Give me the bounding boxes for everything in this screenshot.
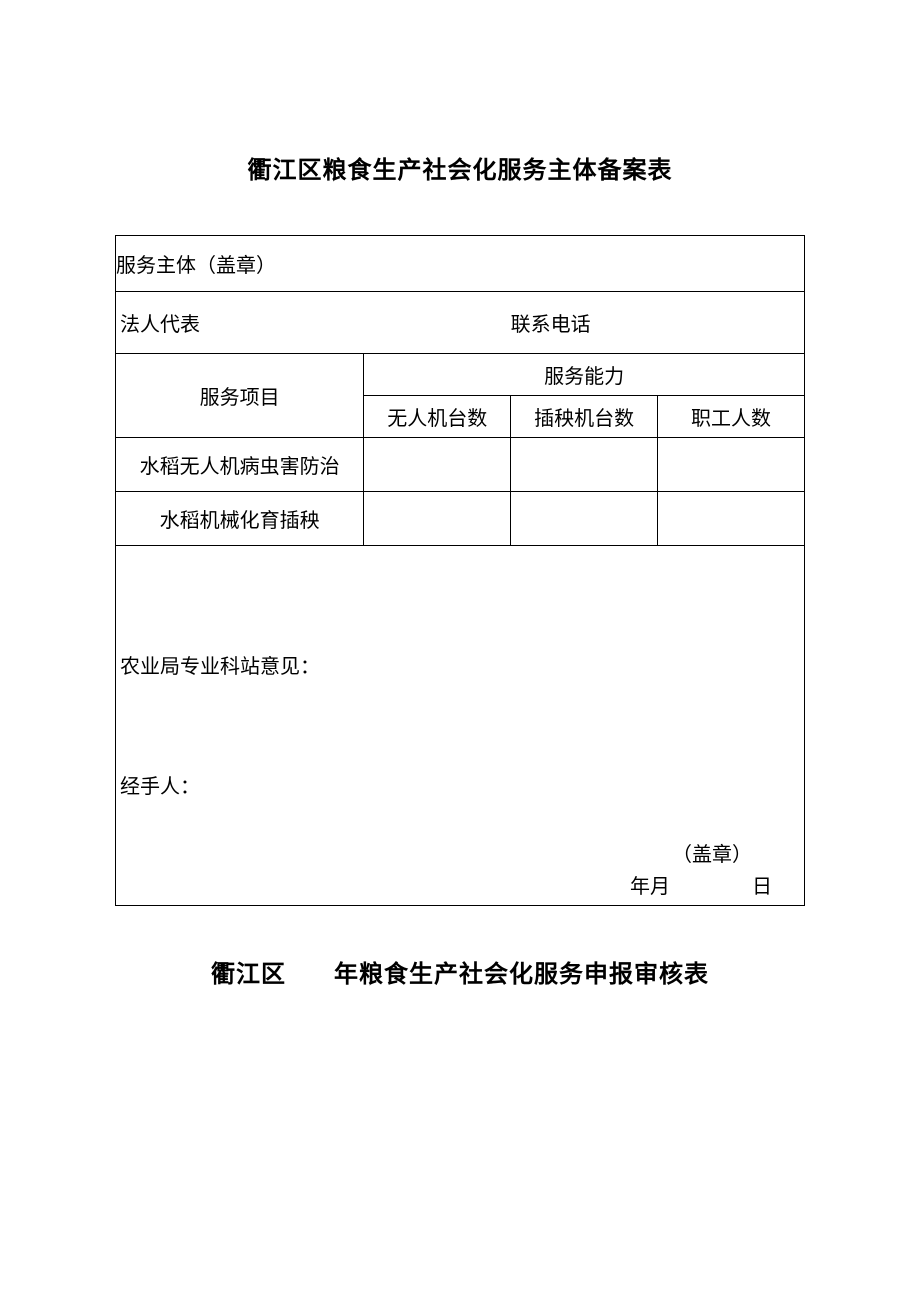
row1-v2 bbox=[511, 492, 658, 546]
row1-v1 bbox=[364, 492, 511, 546]
document-page: 衢江区粮食生产社会化服务主体备案表 服务主体（盖章） 法人代表 联系电话 服务项… bbox=[0, 0, 920, 989]
header-staff-count: 职工人数 bbox=[658, 396, 805, 438]
row1-project: 水稻机械化育插秧 bbox=[116, 492, 364, 546]
registration-form-table: 服务主体（盖章） 法人代表 联系电话 服务项目 服务能力 无人机台数 插秧机台数… bbox=[115, 235, 805, 906]
opinion-seal-label: （盖章） bbox=[672, 838, 752, 867]
legal-rep-label: 法人代表 bbox=[116, 292, 364, 354]
header-project: 服务项目 bbox=[116, 354, 364, 438]
row-opinion: 农业局专业科站意见： 经手人： （盖章） 年月 日 bbox=[116, 546, 805, 906]
contact-phone-value bbox=[658, 292, 805, 354]
date-month-label: 月 bbox=[650, 876, 670, 898]
service-body-cell: 服务主体（盖章） bbox=[116, 236, 805, 292]
header-transplanter-count: 插秧机台数 bbox=[511, 396, 658, 438]
title-2: 衢江区 年粮食生产社会化服务申报审核表 bbox=[115, 954, 805, 989]
row1-v3 bbox=[658, 492, 805, 546]
date-day-label: 日 bbox=[752, 876, 772, 898]
row0-v1 bbox=[364, 438, 511, 492]
row0-project: 水稻无人机病虫害防治 bbox=[116, 438, 364, 492]
header-capacity: 服务能力 bbox=[364, 354, 805, 396]
table-row: 水稻无人机病虫害防治 bbox=[116, 438, 805, 492]
opinion-bureau-label: 农业局专业科站意见： bbox=[120, 650, 320, 679]
opinion-content: 农业局专业科站意见： 经手人： （盖章） 年月 日 bbox=[116, 546, 804, 905]
contact-phone-label: 联系电话 bbox=[511, 292, 658, 354]
row0-v3 bbox=[658, 438, 805, 492]
legal-rep-value bbox=[364, 292, 511, 354]
row-header-top: 服务项目 服务能力 bbox=[116, 354, 805, 396]
header-drone-count: 无人机台数 bbox=[364, 396, 511, 438]
row-service-body: 服务主体（盖章） bbox=[116, 236, 805, 292]
opinion-date: 年月 日 bbox=[630, 870, 772, 899]
row0-v2 bbox=[511, 438, 658, 492]
row-legal-rep: 法人代表 联系电话 bbox=[116, 292, 805, 354]
table-row: 水稻机械化育插秧 bbox=[116, 492, 805, 546]
date-year-label: 年 bbox=[630, 876, 650, 898]
title-2-part2: 年粮食生产社会化服务申报审核表 bbox=[334, 962, 709, 988]
opinion-cell: 农业局专业科站意见： 经手人： （盖章） 年月 日 bbox=[116, 546, 805, 906]
opinion-handler-label: 经手人： bbox=[120, 770, 200, 799]
title-2-part1: 衢江区 bbox=[211, 962, 286, 988]
title-1: 衢江区粮食生产社会化服务主体备案表 bbox=[115, 150, 805, 185]
service-body-label: 服务主体（盖章） bbox=[116, 255, 276, 277]
